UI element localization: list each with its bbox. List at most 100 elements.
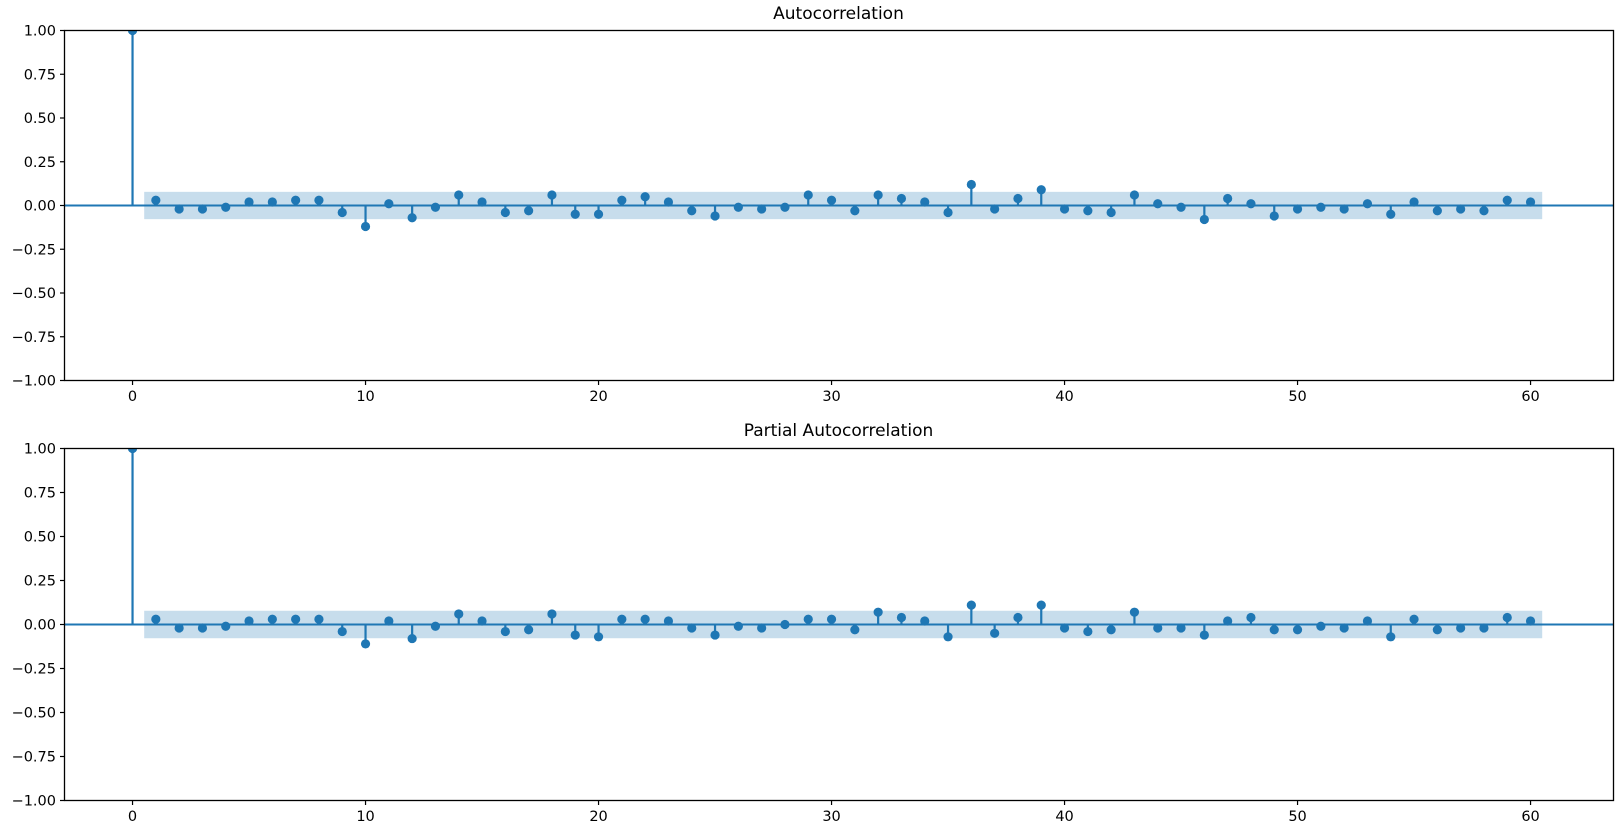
stem-marker [1129,607,1140,617]
y-tick-label: −0.25 [12,242,56,258]
y-tick-label: 0.00 [24,199,56,215]
stem-marker [1316,621,1326,631]
x-tick-label: 40 [1055,809,1073,825]
stem-marker [1036,185,1046,195]
stem-marker [710,630,720,640]
stem-marker [1246,612,1256,623]
stem-marker [1269,625,1279,635]
x-tick-label: 20 [589,809,607,825]
stem-marker [291,195,301,205]
stem-marker [1456,204,1466,214]
stem-marker [151,614,161,624]
stem-marker [780,202,790,212]
stem-marker [1339,204,1349,214]
stem-marker [640,614,650,624]
stem-marker [1269,211,1279,221]
x-tick-label: 30 [822,809,840,825]
stem-marker [593,632,604,642]
stem-marker [757,204,767,214]
stem-marker [1013,193,1023,204]
stem-marker [966,600,976,610]
stem-marker [127,448,138,454]
stem-marker [1153,623,1163,633]
stem-marker [687,206,697,216]
stem-marker [454,190,464,200]
stem-marker [407,633,417,644]
y-tick-label: 0.75 [24,486,56,502]
y-tick-label: −1.00 [12,794,56,810]
stem-marker [1036,600,1046,610]
stem-marker [826,614,837,624]
x-tick-label: 0 [128,809,137,825]
y-tick-label: 1.00 [24,24,56,40]
x-tick-label: 10 [356,809,374,825]
stem-marker [244,616,254,626]
stem-marker [1316,202,1326,212]
stem-marker [803,614,813,624]
stem-marker [1479,623,1489,633]
stem-marker [1339,623,1349,633]
stem-marker [267,197,277,207]
stem-marker [920,197,930,207]
stem-marker [174,204,184,214]
y-tick-label: 0.50 [24,530,56,546]
stem-marker [1223,616,1233,626]
stem-marker [1083,206,1093,216]
stem-marker [1013,612,1023,623]
stem-marker [1525,197,1536,207]
stem-marker [360,221,371,232]
stem-marker [244,197,254,207]
stem-marker [1059,204,1070,214]
stem-marker [780,619,790,630]
stem-marker [384,616,394,626]
stem-marker [570,630,580,640]
stem-marker [500,207,510,218]
stem-marker [943,207,953,218]
stem-marker [896,612,907,623]
stem-marker [1409,197,1419,207]
stem-marker [1199,214,1209,225]
stem-marker [151,195,161,205]
stem-marker [1292,625,1303,635]
x-tick-label: 20 [589,389,607,405]
stem-marker [314,614,324,624]
stem-marker [990,204,1000,214]
stem-marker [1362,199,1373,209]
stem-marker [570,209,580,219]
stem-marker [896,193,907,204]
stem-marker [1292,204,1303,214]
y-tick-label: −0.50 [12,286,56,302]
stem-marker [1246,199,1256,209]
stem-marker [337,207,347,218]
stem-marker [500,626,510,637]
x-tick-label: 0 [128,389,137,405]
x-tick-label: 30 [822,389,840,405]
stem-marker [1386,632,1396,642]
stem-marker [640,192,650,202]
stem-marker [943,632,953,642]
stem-marker [663,197,674,207]
x-tick-label: 50 [1288,389,1306,405]
stem-marker [1432,625,1442,635]
stem-marker [1479,206,1489,216]
stem-marker [1409,614,1419,624]
stem-marker [1059,623,1070,633]
stem-marker [267,614,277,624]
plot-frame [63,29,1615,382]
stem-marker [127,30,138,36]
stem-marker [710,211,720,221]
stem-marker [360,639,371,649]
stem-marker [1502,612,1512,623]
stem-marker [1176,623,1186,633]
stem-marker [803,190,813,200]
stem-marker [1083,626,1093,637]
stem-marker [1386,209,1396,219]
stem-marker [1106,625,1116,635]
stem-marker [221,621,231,631]
x-tick-label: 40 [1055,389,1073,405]
stem-marker [337,626,347,637]
stem-marker [1176,202,1186,212]
y-tick-label: −0.25 [12,662,56,678]
stem-marker [1223,193,1233,204]
